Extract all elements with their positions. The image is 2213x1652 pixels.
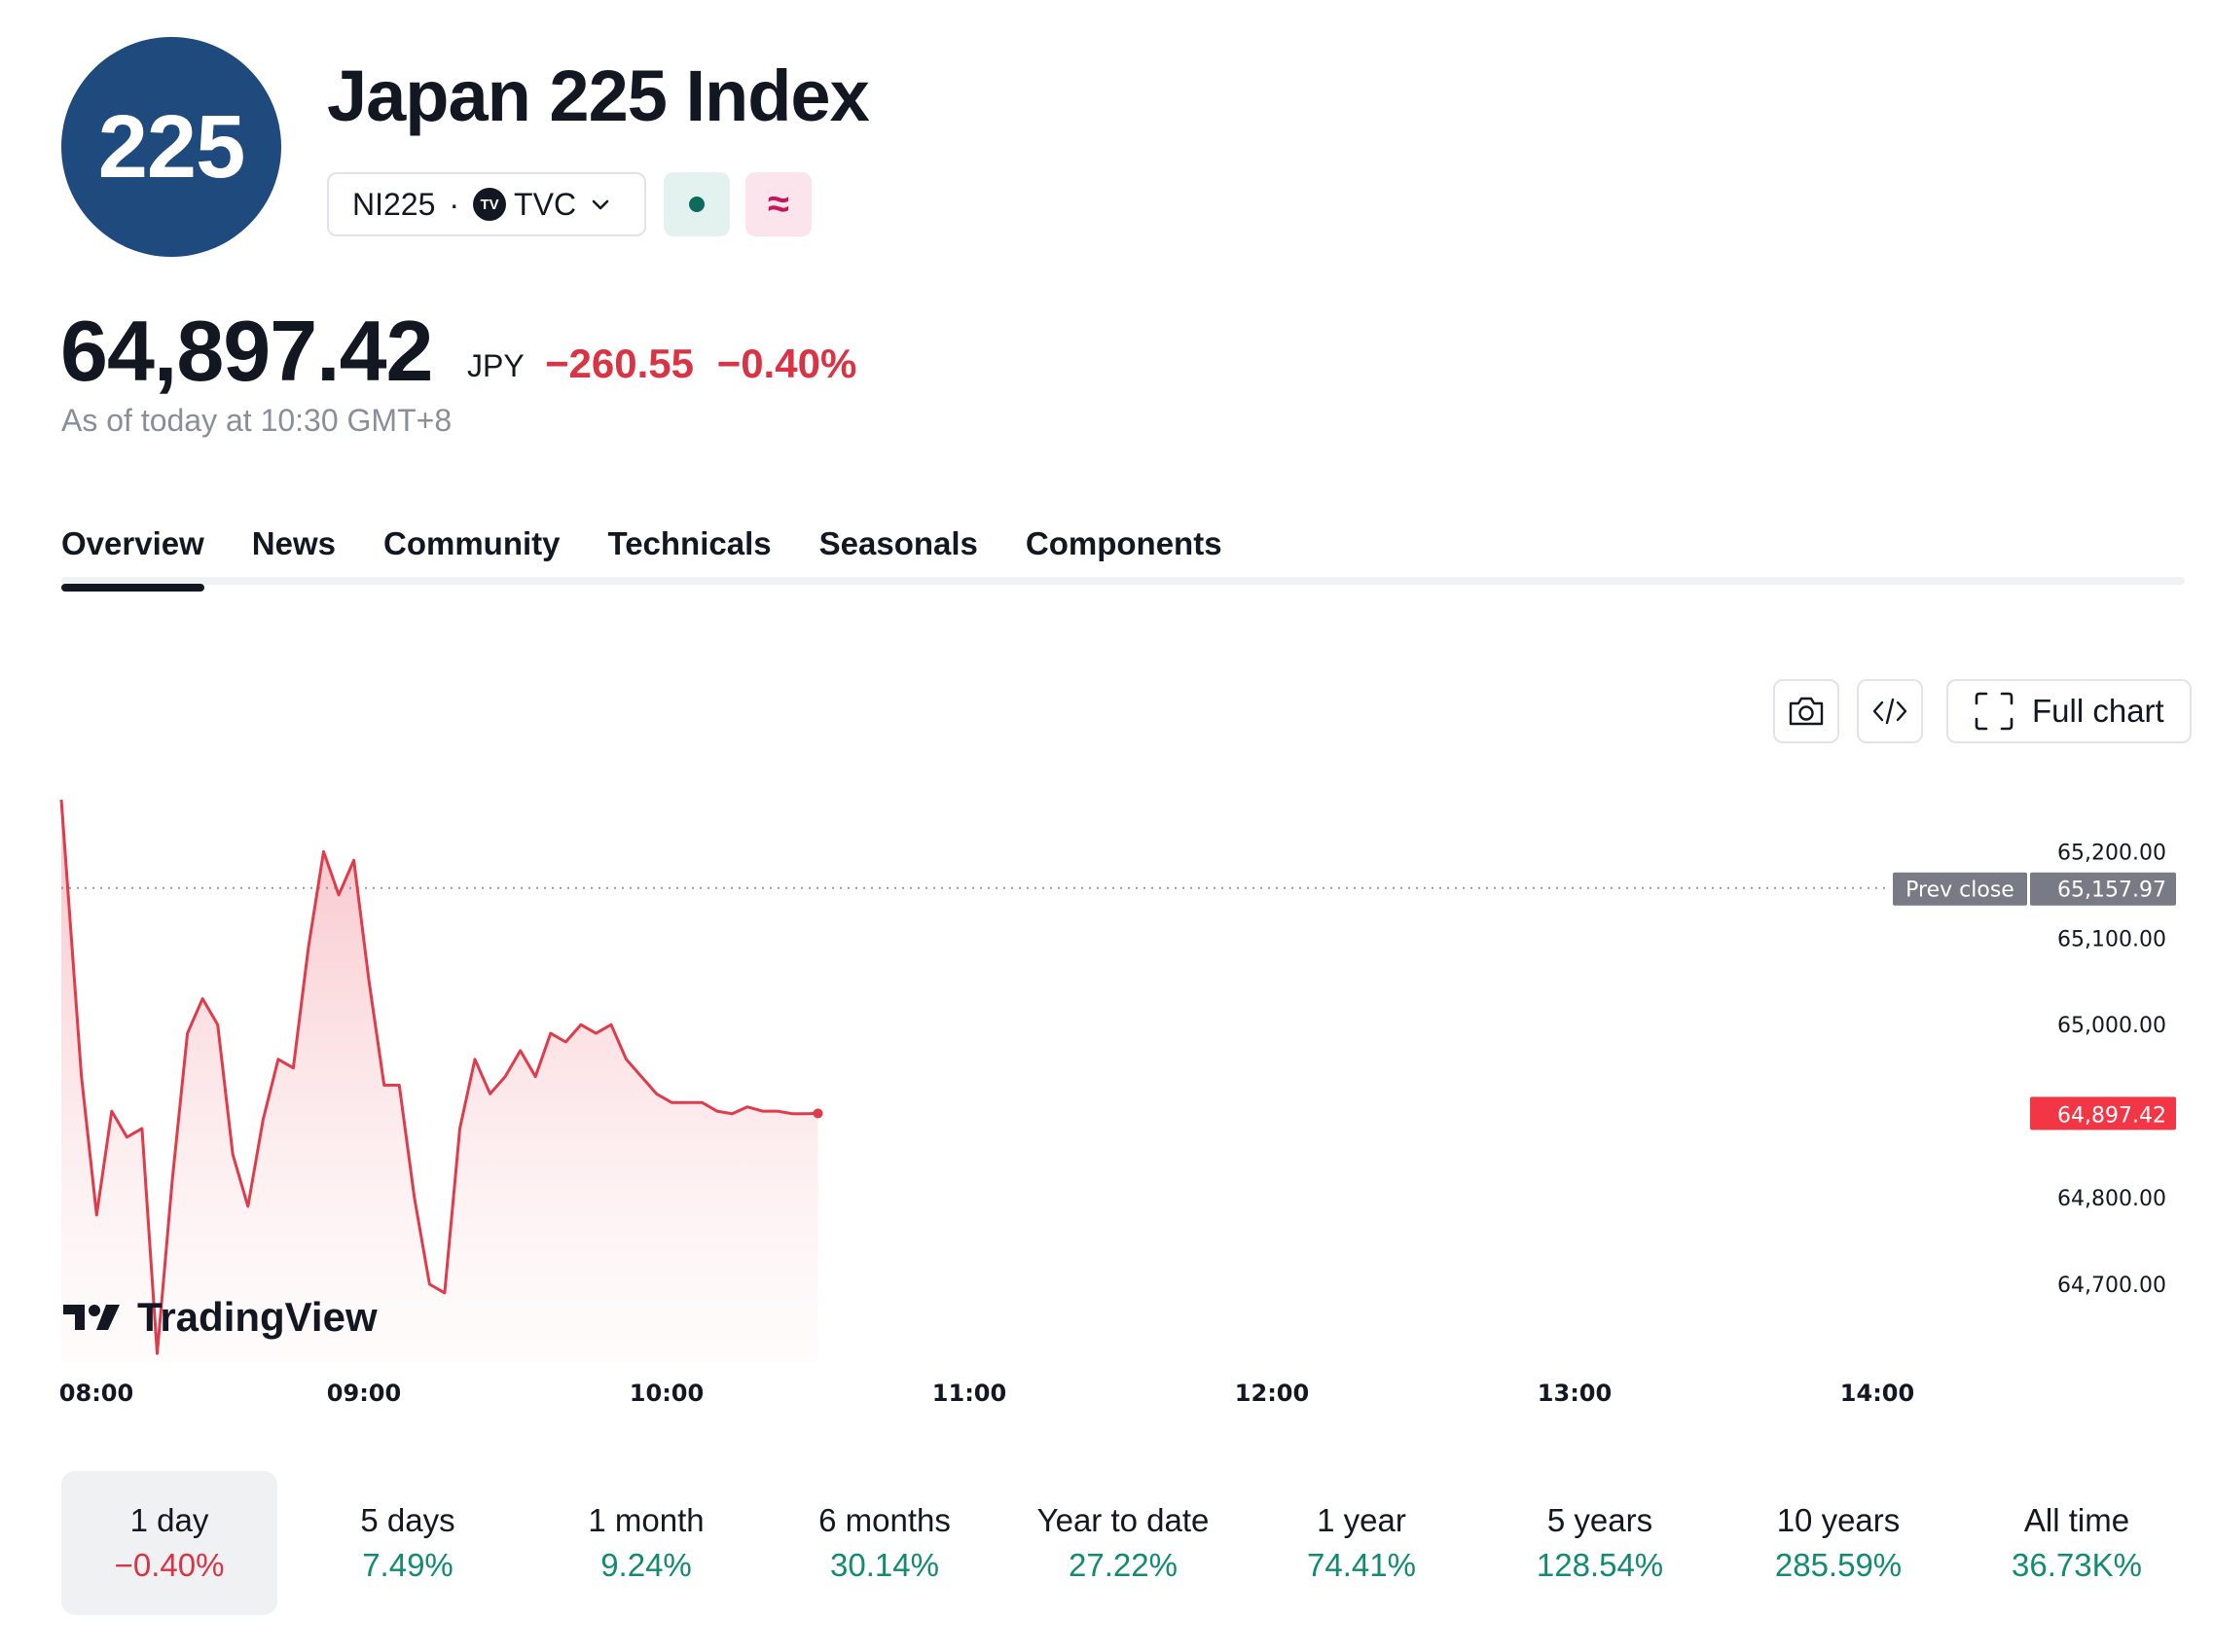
y-axis-tick-label: 65,000.00: [2057, 1014, 2166, 1038]
market-open-dot-icon: [689, 197, 705, 212]
prev-close-value-tag: [2030, 872, 2176, 906]
tab-seasonals[interactable]: Seasonals: [818, 525, 978, 561]
snapshot-button[interactable]: [1773, 679, 1839, 743]
period-5-days[interactable]: 5 days 7.49%: [300, 1471, 516, 1615]
symbol-ticker: NI225: [352, 186, 436, 222]
period-1-month[interactable]: 1 month 9.24%: [538, 1471, 754, 1615]
market-status-button[interactable]: [664, 172, 730, 236]
price-area-fill: [61, 800, 818, 1362]
period-label: 5 years: [1546, 1502, 1653, 1538]
y-axis-tick-label: 64,800.00: [2057, 1187, 2166, 1211]
tab-bar: Overview News Community Technicals Seaso…: [61, 525, 1222, 592]
period-value: 27.22%: [1069, 1547, 1178, 1583]
y-axis-tick-label: 64,700.00: [2057, 1274, 2166, 1298]
period-value: 30.14%: [830, 1547, 939, 1583]
code-icon: [1870, 695, 1909, 728]
approx-icon: ≈: [768, 182, 789, 226]
period-6-months[interactable]: 6 months 30.14%: [777, 1471, 993, 1615]
prev-close-value-label: 65,157.97: [2057, 879, 2166, 903]
period-value: 9.24%: [600, 1547, 692, 1583]
period-label: Year to date: [1036, 1502, 1210, 1538]
exchange-logo-icon: TV: [473, 188, 507, 221]
fullscreen-icon: [1974, 691, 2014, 732]
price-chart[interactable]: 65,200.00 65,100.00 65,000.00 64,800.00 64,7…: [0, 778, 2213, 1440]
tab-community[interactable]: Community: [382, 525, 561, 561]
as-of-timestamp: As of today at 10:30 GMT+8: [61, 403, 453, 438]
period-label: 1 day: [129, 1502, 209, 1538]
change-absolute: −260.55: [545, 341, 694, 386]
period-label: 6 months: [818, 1502, 951, 1538]
y-axis-tick-label: 65,100.00: [2057, 927, 2166, 952]
exchange-name: TVC: [514, 186, 577, 222]
period-5-years[interactable]: 5 years 128.54%: [1492, 1471, 1708, 1615]
last-value-label: 64,897.42: [2057, 1103, 2166, 1128]
period-value: 128.54%: [1536, 1547, 1664, 1583]
symbol-exchange-selector[interactable]: NI225 · TV TVC: [327, 172, 646, 236]
chevron-down-icon: [590, 194, 611, 215]
camera-icon: [1787, 695, 1826, 728]
period-all-time[interactable]: All time 36.73K%: [1969, 1471, 2185, 1615]
embed-button[interactable]: [1857, 679, 1923, 743]
tab-components[interactable]: Components: [1025, 525, 1222, 561]
currency-label: JPY: [467, 348, 525, 383]
prev-close-tag-label: Prev close: [1905, 879, 2014, 903]
last-price: 64,897.42: [60, 303, 433, 399]
last-value-tag: [2030, 1096, 2176, 1131]
tab-overview[interactable]: Overview: [61, 525, 204, 592]
separator-dot: ·: [449, 186, 460, 222]
x-axis-tick-label: 13:00: [1538, 1380, 1612, 1407]
page-title: Japan 225 Index: [327, 55, 870, 136]
period-year-to-date[interactable]: Year to date 27.22%: [1015, 1471, 1231, 1615]
tradingview-watermark: TradingView: [61, 1294, 378, 1341]
x-axis-tick-label: 09:00: [327, 1380, 401, 1407]
price-line: [59, 799, 818, 1355]
symbol-logo-text: 225: [97, 96, 245, 197]
x-axis-tick-label: 12:00: [1235, 1380, 1309, 1407]
period-performance-bar: 1 day −0.40% 5 days 7.49% 1 month 9.24% …: [61, 1471, 2185, 1615]
period-value: 7.49%: [362, 1547, 453, 1583]
y-axis-tick-label: 65,200.00: [2057, 841, 2166, 865]
symbol-logo: 225: [61, 37, 281, 257]
period-1-day[interactable]: 1 day −0.40%: [61, 1471, 277, 1615]
period-label: 10 years: [1776, 1502, 1901, 1538]
period-value: −0.40%: [114, 1547, 225, 1583]
tab-technicals[interactable]: Technicals: [607, 525, 772, 561]
period-1-year[interactable]: 1 year 74.41%: [1253, 1471, 1469, 1615]
period-value: 285.59%: [1774, 1547, 1903, 1583]
change-percent: −0.40%: [716, 341, 857, 386]
period-label: 5 days: [360, 1502, 455, 1538]
full-chart-label: Full chart: [2032, 693, 2164, 729]
period-10-years[interactable]: 10 years 285.59%: [1730, 1471, 1946, 1615]
period-value: 36.73K%: [2012, 1547, 2142, 1583]
period-label: 1 month: [588, 1502, 705, 1538]
last-price-marker: [813, 1108, 823, 1119]
tabs-divider: [61, 577, 2185, 585]
price-change: −260.55 −0.40%: [545, 341, 856, 387]
tradingview-brand: TradingView: [137, 1294, 378, 1340]
period-label: All time: [2023, 1502, 2130, 1538]
x-axis-tick-label: 11:00: [932, 1380, 1006, 1407]
x-axis-tick-label: 14:00: [1840, 1380, 1914, 1407]
tradingview-logo-icon: [61, 1301, 124, 1334]
tab-news[interactable]: News: [251, 525, 336, 561]
x-axis-tick-label: 10:00: [630, 1380, 704, 1407]
delayed-data-button[interactable]: ≈: [745, 172, 812, 236]
full-chart-button[interactable]: Full chart: [1946, 679, 2192, 743]
x-axis-tick-label: 08:00: [59, 1380, 133, 1407]
period-value: 74.41%: [1307, 1547, 1416, 1583]
prev-close-tag: [1893, 872, 2027, 906]
period-label: 1 year: [1317, 1502, 1406, 1538]
